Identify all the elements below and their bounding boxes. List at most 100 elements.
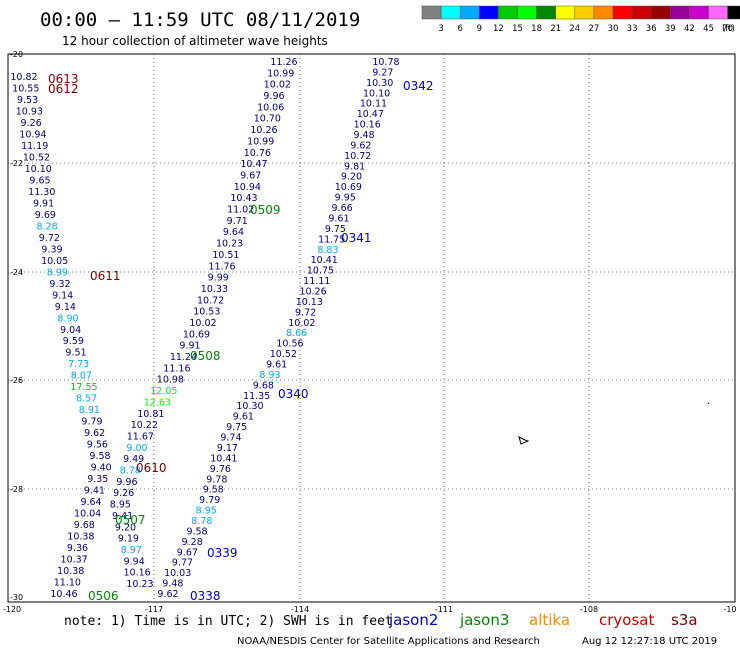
data-value: 9.68 <box>74 520 95 531</box>
data-value: 11.02 <box>227 205 254 216</box>
colorbar-swatch <box>574 5 595 20</box>
track-label: 0338 <box>190 589 221 603</box>
data-value: 10.26 <box>299 286 326 297</box>
data-value: 10.47 <box>240 159 267 170</box>
colorbar-label: 36 <box>646 24 657 34</box>
track-label: 0610 <box>136 461 167 475</box>
chart-subtitle: 12 hour collection of altimeter wave hei… <box>62 34 328 48</box>
data-value: 9.41 <box>84 486 105 497</box>
colorbar-label: 27 <box>588 24 599 34</box>
data-value: 9.00 <box>126 443 147 454</box>
data-value: 10.02 <box>189 318 216 329</box>
data-value: 9.48 <box>162 579 183 590</box>
data-value: 9.79 <box>199 495 220 506</box>
footer-credit: NOAA/NESDIS Center for Satellite Applica… <box>237 636 540 647</box>
colorbar-swatch <box>593 5 614 20</box>
data-value: 8.93 <box>259 370 280 381</box>
legend-item-s3a: s3a <box>671 611 698 629</box>
track-label: 0507 <box>115 513 146 527</box>
data-value: 10.37 <box>61 555 88 566</box>
data-value: 10.55 <box>12 83 39 94</box>
data-value: 11.67 <box>127 431 154 442</box>
colorbar-label: 18 <box>531 24 542 34</box>
legend-item-cryosat: cryosat <box>599 611 654 629</box>
data-value: 9.20 <box>341 172 362 183</box>
colorbar-label: 12 <box>493 24 504 34</box>
data-value: 9.74 <box>220 433 241 444</box>
data-value: 9.58 <box>89 451 110 462</box>
data-value: 10.38 <box>67 532 94 543</box>
data-value: 8.83 <box>317 245 338 256</box>
track-label: 0612 <box>48 82 79 96</box>
track-label: 0342 <box>403 79 434 93</box>
data-value: 9.56 <box>87 440 108 451</box>
data-value: 9.66 <box>332 203 353 214</box>
data-value: 10.16 <box>123 568 150 579</box>
data-value: 9.32 <box>49 279 70 290</box>
data-value: 10.16 <box>354 120 381 131</box>
data-value: 9.62 <box>84 428 105 439</box>
track-label: 0341 <box>341 231 372 245</box>
y-tick-label: -26 <box>10 376 23 385</box>
data-value: 11.10 <box>54 578 81 589</box>
track-label: 0508 <box>190 349 221 363</box>
colorbar-label: 6 <box>457 24 462 34</box>
data-value: 9.04 <box>60 325 81 336</box>
colorbar-swatch <box>689 5 709 20</box>
track-label: 0611 <box>90 269 121 283</box>
data-value: 11.30 <box>28 187 55 198</box>
data-value: 10.70 <box>254 114 281 125</box>
colorbar-label: 21 <box>550 24 561 34</box>
plot-frame <box>7 53 736 603</box>
track-label: 0339 <box>207 546 238 560</box>
data-value: 10.02 <box>264 80 291 91</box>
colorbar-swatch <box>727 5 740 20</box>
x-tick-label: -114 <box>291 605 309 614</box>
legend: jason2 jason3 altika cryosat s3a <box>388 611 698 629</box>
data-value: 9.36 <box>67 543 88 554</box>
data-values: 10.8210.559.5310.939.2610.9411.1910.5210… <box>10 57 399 600</box>
data-value: 8.95 <box>110 500 131 511</box>
data-value: 9.53 <box>17 95 38 106</box>
data-value: 9.61 <box>328 213 349 224</box>
colorbar-label: 15 <box>512 24 523 34</box>
data-value: 10.13 <box>296 297 323 308</box>
colorbar-swatch <box>498 5 518 20</box>
y-tick-label: -30 <box>10 593 23 602</box>
data-value: 10.51 <box>212 250 239 261</box>
data-value: 10.98 <box>157 375 184 386</box>
data-value: 9.41 <box>112 511 133 522</box>
x-tick-label: -10 <box>723 605 736 614</box>
colorbar-swatch <box>421 5 442 20</box>
data-value: 9.26 <box>21 118 42 129</box>
data-value: 9.59 <box>63 336 84 347</box>
colorbar-swatch <box>555 5 576 20</box>
data-value: 9.68 <box>253 380 274 391</box>
data-value: 9.61 <box>266 360 287 371</box>
data-value: 9.40 <box>91 463 112 474</box>
track-label: 0340 <box>278 387 309 401</box>
data-value: 9.17 <box>217 443 238 454</box>
data-value: 10.99 <box>267 68 294 79</box>
data-value: 9.62 <box>350 140 371 151</box>
data-value: 9.14 <box>55 302 76 313</box>
data-value: 7.73 <box>68 359 89 370</box>
data-value: 9.58 <box>186 526 207 537</box>
track-label: 0506 <box>88 589 119 603</box>
data-value: 10.46 <box>50 589 77 600</box>
data-value: 9.58 <box>203 485 224 496</box>
data-value: 9.64 <box>223 227 244 238</box>
island-shape <box>518 436 530 445</box>
data-value: 9.28 <box>182 537 203 548</box>
data-value: 10.06 <box>257 102 284 113</box>
data-value: 10.03 <box>164 568 191 579</box>
data-value: 10.82 <box>10 72 37 83</box>
data-value: 9.96 <box>116 477 137 488</box>
data-value: 12.05 <box>150 386 177 397</box>
data-value: 11.35 <box>243 391 270 402</box>
data-value: 10.94 <box>234 182 261 193</box>
data-value: 11.16 <box>163 363 190 374</box>
colorbar-label: 3 <box>438 24 443 34</box>
